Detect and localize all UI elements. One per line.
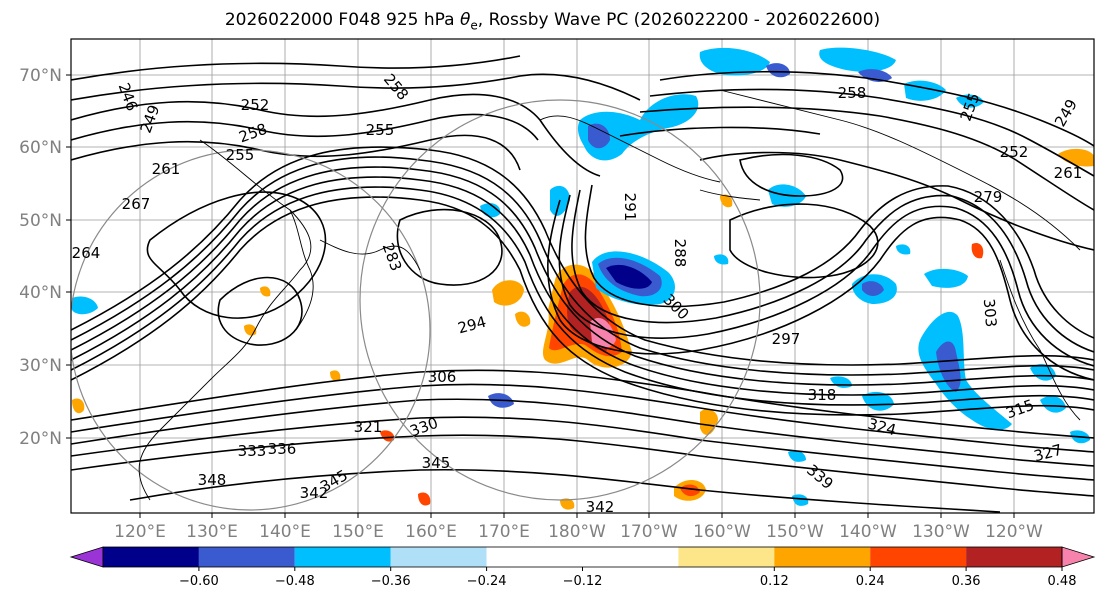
contour-label: 303 (980, 298, 1000, 328)
contour-label: 252 (241, 96, 270, 114)
contour-label: 261 (152, 160, 181, 178)
contour-label: 288 (671, 239, 689, 268)
contour-label: 261 (1054, 164, 1083, 182)
colorbar-tick-label: −0.36 (371, 574, 411, 589)
lon-tick-label: 180°W (548, 522, 606, 542)
longitude-ticks: 120°E 130°E 140°E 150°E 160°E 170°E 180°W 170°W… (114, 513, 1043, 542)
contour-label: 318 (808, 386, 837, 404)
colorbar-tick-label: 0.24 (856, 574, 885, 589)
contour-label: 342 (586, 498, 615, 516)
reference-circle (71, 149, 431, 511)
colorbar-segment (294, 547, 391, 567)
colorbar-extend-high (1061, 546, 1096, 568)
colorbar-tick-label: −0.48 (275, 574, 315, 589)
colorbar-segment (486, 547, 583, 567)
lat-tick-label: 50°N (19, 211, 62, 231)
contour-label: 267 (122, 195, 151, 213)
colorbar-segment (870, 547, 967, 567)
contour-label: 264 (72, 244, 101, 262)
contour-label: 321 (354, 418, 383, 436)
map-frame (70, 38, 1095, 514)
contour-label: 336 (268, 440, 297, 458)
colorbar-tick-label: 0.36 (952, 574, 981, 589)
colorbar-tick-label: −0.24 (467, 574, 507, 589)
lon-tick-label: 160°W (693, 522, 751, 542)
colorbar: −0.60 −0.48 −0.36 −0.24 −0.12 0.12 0.24 0.36 0.4… (69, 546, 1096, 589)
lon-tick-label: 150°W (766, 522, 824, 542)
contour-label: 333 (238, 442, 267, 460)
colorbar-segment (582, 547, 679, 567)
contour-label: 345 (422, 454, 451, 472)
lon-tick-label: 140°W (839, 522, 897, 542)
reference-circle-2 (359, 99, 761, 501)
contour-label: 348 (198, 471, 227, 489)
lon-tick-label: 130°E (186, 522, 238, 542)
lon-tick-label: 120°W (985, 522, 1043, 542)
lon-tick-label: 120°E (114, 522, 166, 542)
lon-tick-label: 160°E (405, 522, 457, 542)
colorbar-segment (390, 547, 487, 567)
lon-tick-label: 150°E (332, 522, 384, 542)
contour-label: 255 (226, 146, 255, 164)
colorbar-segment (966, 547, 1062, 567)
contour-label: 291 (621, 193, 639, 222)
coastlines (138, 89, 1081, 501)
colorbar-tick-label: 0.48 (1048, 574, 1077, 589)
contour-label: 306 (428, 368, 457, 386)
contour-label: 255 (366, 121, 395, 139)
lat-tick-label: 20°N (19, 429, 62, 449)
contour-label: 279 (974, 188, 1003, 206)
contour-label: 297 (772, 330, 801, 348)
lat-tick-label: 70°N (19, 66, 62, 86)
colorbar-segment (103, 547, 199, 567)
colorbar-segment (774, 547, 871, 567)
lon-tick-label: 140°E (259, 522, 311, 542)
theta-e-contours (71, 55, 1094, 513)
colorbar-extend-low (69, 546, 104, 568)
colorbar-tick-label: −0.60 (179, 574, 219, 589)
contour-label: 342 (300, 484, 329, 502)
latitude-ticks: 70°N 60°N 50°N 40°N 30°N 20°N (19, 66, 71, 449)
lat-tick-label: 60°N (19, 138, 62, 158)
lat-tick-label: 40°N (19, 283, 62, 303)
lon-tick-label: 170°E (478, 522, 530, 542)
lon-tick-label: 170°W (620, 522, 678, 542)
contour-label: 258 (838, 84, 867, 102)
lat-tick-label: 30°N (19, 356, 62, 376)
contour-label: 252 (1000, 143, 1029, 161)
colorbar-segment (198, 547, 295, 567)
lon-tick-label: 130°W (912, 522, 970, 542)
colorbar-segment (678, 547, 775, 567)
anomaly-shading (72, 47, 1094, 510)
colorbar-tick-label: 0.12 (760, 574, 789, 589)
colorbar-tick-label: −0.12 (563, 574, 603, 589)
plot-title: 2026022000 F048 925 hPa θe, Rossby Wave … (224, 10, 881, 33)
